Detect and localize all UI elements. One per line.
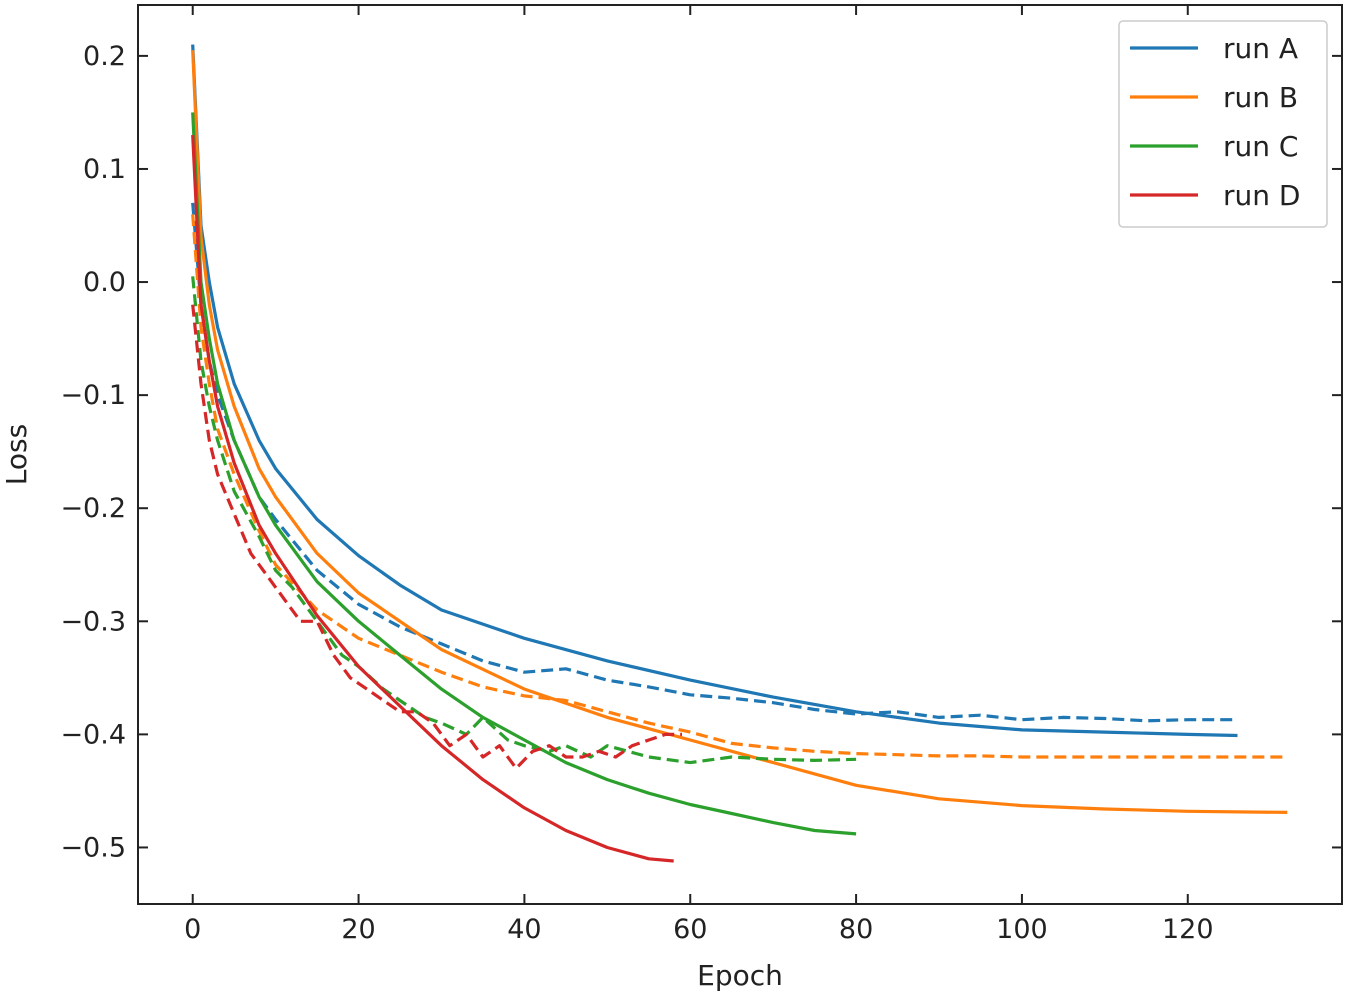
- x-tick-label: 100: [996, 914, 1048, 945]
- x-tick-label: 0: [184, 914, 201, 945]
- x-tick-label: 80: [839, 914, 873, 945]
- series-line-run-c-dashed: [191, 276, 857, 765]
- series-line-run-d-solid: [191, 134, 674, 863]
- y-tick-label: −0.3: [60, 606, 126, 637]
- legend-label: run D: [1223, 179, 1300, 212]
- plot-frame: [137, 4, 1343, 905]
- series-layer: [191, 44, 1288, 863]
- legend-label: run C: [1223, 130, 1298, 163]
- series-line-run-b-dashed: [191, 214, 1288, 759]
- x-tick-label: 120: [1162, 914, 1214, 945]
- legend-box: [1118, 20, 1328, 228]
- series-line-run-a-dashed: [191, 202, 1238, 723]
- series-line-run-b-solid: [191, 50, 1288, 814]
- y-tick-label: −0.2: [60, 493, 126, 524]
- y-tick-label: −0.1: [60, 380, 126, 411]
- series-line-run-d-dashed: [191, 304, 682, 770]
- x-tick-label: 60: [673, 914, 707, 945]
- y-tick-label: 0.0: [83, 267, 126, 298]
- series-line-run-c-solid: [191, 112, 857, 836]
- x-axis-label: Epoch: [697, 959, 783, 992]
- series-line-run-a-solid: [191, 44, 1238, 738]
- legend: run A run B run C run D: [1118, 20, 1328, 228]
- ticks-layer: 0 20 40 60 80 100 120 −0.5 −0.4 −0.3 −0.2 −0.1 0.0 0.…: [60, 5, 1342, 945]
- legend-label: run A: [1223, 32, 1298, 65]
- legend-label: run B: [1223, 81, 1298, 114]
- y-tick-label: 0.2: [83, 41, 126, 72]
- y-tick-label: −0.4: [60, 719, 126, 750]
- y-axis-label: Loss: [0, 424, 33, 485]
- y-tick-label: 0.1: [83, 154, 126, 185]
- x-tick-label: 40: [507, 914, 541, 945]
- x-tick-label: 20: [341, 914, 375, 945]
- y-tick-label: −0.5: [60, 832, 126, 863]
